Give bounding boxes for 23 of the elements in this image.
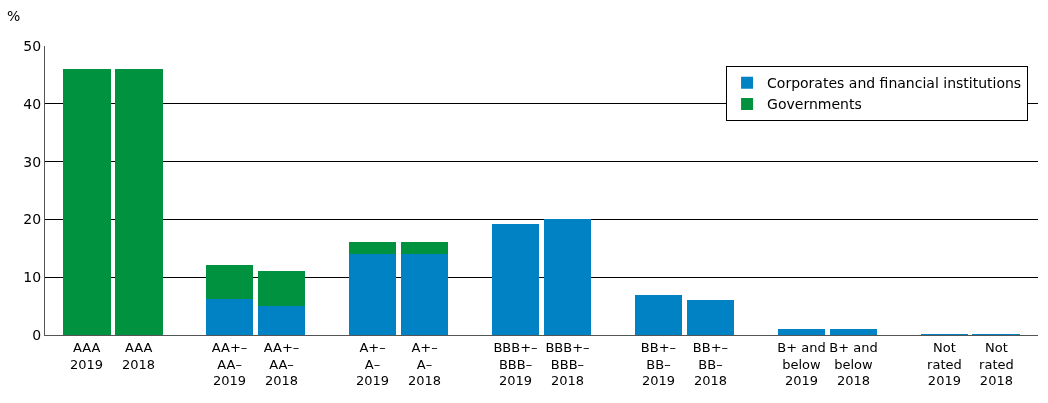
legend-label: Corporates and financial institutions	[767, 75, 1022, 92]
x-tick-label: B+ and below 2019	[777, 339, 826, 389]
x-tick-label: AAA 2019	[70, 339, 104, 372]
x-tick-label: AA+– AA– 2019	[211, 339, 248, 389]
x-tick-label: AAA 2018	[122, 339, 156, 372]
y-tick-label: 0	[32, 326, 42, 343]
y-tick-label: 20	[23, 211, 42, 228]
y-axis-title: %	[7, 8, 21, 24]
x-tick-label: AA+– AA– 2018	[263, 339, 300, 389]
y-tick-label: 10	[23, 269, 42, 286]
x-tick-label: BB+– BB– 2018	[692, 339, 729, 389]
y-tick-label: 30	[23, 153, 42, 170]
x-tick-label: BBB+– BBB– 2018	[545, 339, 590, 389]
x-tick-label: BB+– BB– 2019	[640, 339, 677, 389]
y-tick-label: 50	[23, 37, 42, 54]
y-tick-label: 40	[23, 95, 42, 112]
legend-label: Governments	[767, 96, 862, 113]
x-tick-label: Not rated 2019	[927, 339, 962, 389]
x-tick-label: BBB+– BBB– 2019	[493, 339, 538, 389]
x-tick-label: B+ and below 2018	[829, 339, 878, 389]
x-tick-label: A+– A– 2019	[355, 339, 390, 389]
x-tick-label: Not rated 2018	[979, 339, 1014, 389]
x-tick-label: A+– A– 2018	[407, 339, 442, 389]
